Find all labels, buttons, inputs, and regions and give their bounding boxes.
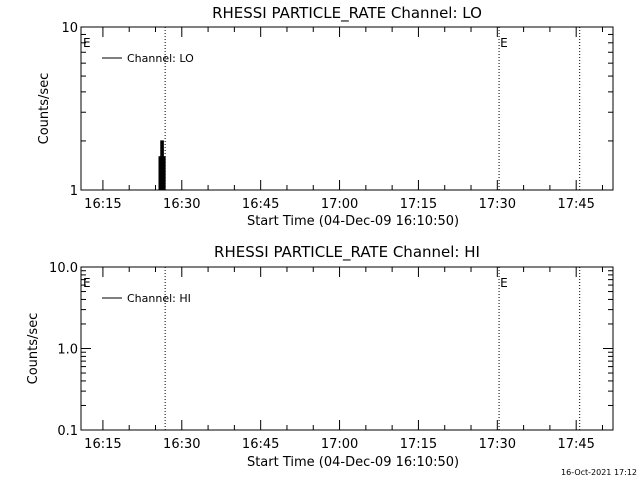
x-tick-label: 16:45	[242, 197, 279, 212]
x-axis-label: Start Time (04-Dec-09 16:10:50)	[247, 455, 459, 470]
x-tick-label: 17:00	[321, 437, 358, 452]
event-marker-label: E	[500, 36, 508, 50]
x-tick-label: 17:45	[557, 437, 594, 452]
y-tick-label: 1.0	[57, 343, 78, 358]
x-tick-label: 16:30	[163, 437, 200, 452]
x-tick-label: 16:45	[242, 437, 279, 452]
panel-hi: RHESSI PARTICLE_RATE Channel: HI Start Ti…	[26, 243, 614, 470]
chart-title: RHESSI PARTICLE_RATE Channel: HI	[214, 243, 480, 262]
y-tick-label: 0.1	[57, 424, 78, 439]
x-tick-label: 16:15	[84, 437, 121, 452]
y-tick-label: 10	[61, 21, 78, 36]
y-axis-label: Counts/sec	[37, 73, 52, 145]
x-tick-label: 17:30	[479, 197, 516, 212]
event-marker-label: E	[500, 276, 508, 290]
y-tick-label: 1	[70, 184, 78, 199]
plot-frame	[80, 26, 614, 191]
chart-title: RHESSI PARTICLE_RATE Channel: LO	[212, 4, 482, 23]
footer-timestamp: 16-Oct-2021 17:12	[561, 468, 637, 477]
series-line-0	[158, 140, 166, 191]
edge-marker-label: E	[83, 276, 91, 290]
x-tick-label: 17:15	[400, 197, 437, 212]
x-tick-label: 17:15	[400, 437, 437, 452]
x-tick-label: 17:45	[557, 197, 594, 212]
legend-label: Channel: LO	[127, 52, 194, 65]
panel-lo: RHESSI PARTICLE_RATE Channel: LO Start Ti…	[37, 4, 614, 229]
y-tick-label: 10.0	[49, 261, 78, 276]
x-axis-label: Start Time (04-Dec-09 16:10:50)	[247, 214, 459, 229]
x-tick-label: 17:00	[321, 197, 358, 212]
y-axis-label: Counts/sec	[26, 313, 41, 385]
x-tick-label: 16:15	[84, 197, 121, 212]
edge-marker-label: E	[83, 36, 91, 50]
x-tick-label: 16:30	[163, 197, 200, 212]
legend-label: Channel: HI	[127, 292, 191, 305]
x-tick-label: 17:30	[479, 437, 516, 452]
